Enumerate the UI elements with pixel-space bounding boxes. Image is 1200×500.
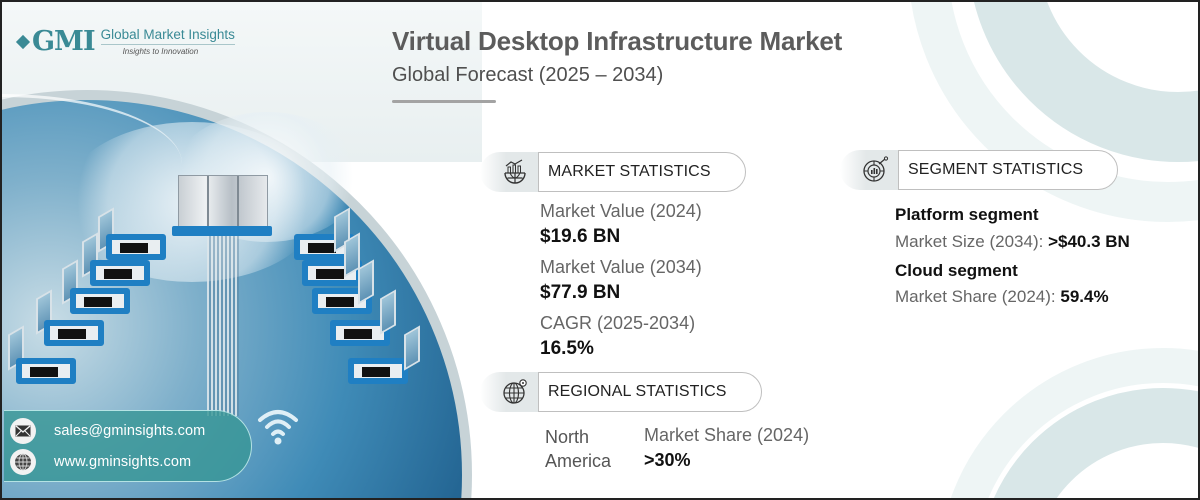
contact-website-row[interactable]: www.gminsights.com: [10, 449, 191, 475]
globe-icon: [10, 449, 36, 475]
brand-tagline: Insights to Innovation: [122, 47, 199, 56]
server-icon: [178, 175, 268, 227]
brand-logo[interactable]: GMI Global Market Insights Insights to I…: [15, 26, 235, 57]
contact-panel: sales@gminsights.com www.gminsights.com: [4, 410, 252, 482]
market-value-2024-label: Market Value (2024): [540, 201, 702, 221]
market-value-2034-label: Market Value (2034): [540, 257, 702, 277]
cagr-value: 16.5%: [540, 338, 594, 359]
region-metric-label: Market Share (2024): [644, 425, 810, 445]
laptop-icon: [312, 288, 372, 314]
regional-statistics-label: REGIONAL STATISTICS: [538, 372, 762, 412]
platform-segment-title: Platform segment: [895, 205, 1039, 224]
logo-text: Global Market Insights Insights to Innov…: [100, 27, 235, 56]
cloud-segment-metric: Market Share (2024): 59.4%: [895, 287, 1109, 307]
globe-pin-icon: [480, 372, 538, 412]
page-subtitle: Global Forecast (2025 – 2034): [392, 64, 664, 86]
cloud-segment-title: Cloud segment: [895, 261, 1018, 280]
laptop-icon: [348, 358, 408, 384]
region-name-line2: America: [545, 451, 612, 471]
title-underline: [392, 100, 496, 103]
cloud-segment-metric-value: 59.4%: [1060, 287, 1109, 306]
contact-email-row[interactable]: sales@gminsights.com: [10, 418, 205, 444]
market-statistics-header: MARKET STATISTICS: [480, 152, 746, 192]
market-statistics-label: MARKET STATISTICS: [538, 152, 746, 192]
laptop-icon: [106, 234, 166, 260]
laptop-icon: [44, 320, 104, 346]
contact-email[interactable]: sales@gminsights.com: [54, 423, 206, 439]
logo-mark: GMI: [32, 26, 96, 57]
server-base: [172, 226, 272, 236]
envelope-icon: [10, 418, 36, 444]
market-value-2024-value: $19.6 BN: [540, 226, 621, 247]
globe-chart-icon: [480, 152, 538, 192]
pie-chart-target-icon: [840, 150, 898, 190]
segment-statistics-label: SEGMENT STATISTICS: [898, 150, 1119, 190]
platform-segment-metric: Market Size (2034): >$40.3 BN: [895, 232, 1130, 252]
cagr-label: CAGR (2025-2034): [540, 313, 696, 333]
wifi-icon: [258, 410, 298, 445]
platform-segment-metric-value: >$40.3 BN: [1048, 232, 1130, 251]
region-name: North America: [545, 425, 611, 473]
brand-name: Global Market Insights: [100, 27, 235, 45]
logo-diamond-icon: [15, 34, 31, 49]
segment-statistics-header: SEGMENT STATISTICS: [840, 150, 1119, 190]
network-cables: [207, 236, 239, 416]
regional-statistics-header: REGIONAL STATISTICS: [480, 372, 762, 412]
laptop-icon: [16, 358, 76, 384]
platform-segment-metric-label: Market Size (2034):: [895, 232, 1044, 251]
region-name-line1: North: [545, 427, 590, 447]
laptop-icon: [90, 260, 150, 286]
region-metric-value: >30%: [644, 450, 691, 470]
contact-website[interactable]: www.gminsights.com: [54, 454, 192, 470]
hero-illustration: sales@gminsights.com www.gminsights.com: [2, 2, 482, 498]
laptop-icon: [70, 288, 130, 314]
market-value-2034-value: $77.9 BN: [540, 282, 621, 303]
cloud-segment-metric-label: Market Share (2024):: [895, 287, 1056, 306]
page-title: Virtual Desktop Infrastructure Market: [392, 26, 843, 56]
